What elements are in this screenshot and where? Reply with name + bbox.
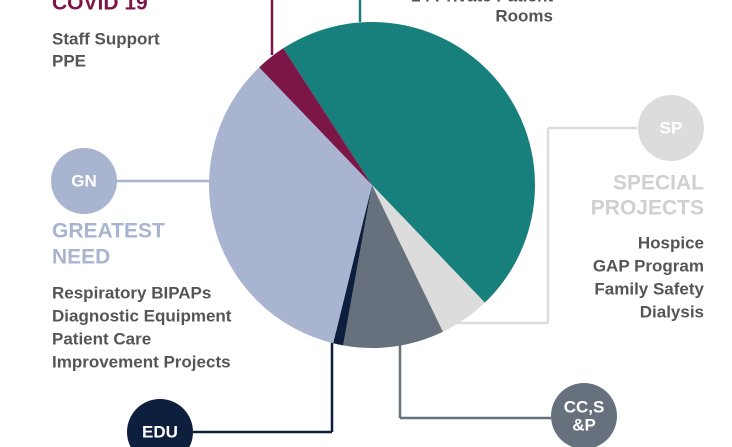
group-title: PROJECTS	[591, 197, 704, 220]
group-title: COVID 19	[52, 0, 148, 15]
badge	[51, 148, 117, 214]
badge	[551, 383, 617, 447]
group-item: Diagnostic Equipment	[52, 306, 232, 325]
group-item: Staff Support	[52, 29, 160, 48]
badge-label: GN	[71, 171, 97, 190]
group-title: NEED	[52, 246, 110, 269]
group-item: Hospice	[638, 233, 704, 252]
badge-label: EDU	[142, 422, 178, 441]
group-title: GREATEST	[52, 220, 165, 243]
pie-slice	[259, 48, 372, 186]
group-item: Respiratory BIPAPs	[52, 283, 211, 302]
group-item: 24 Private Patient	[411, 0, 553, 5]
group-item: GAP Program	[593, 256, 704, 275]
pie-slice	[208, 67, 372, 344]
group-item: Dialysis	[640, 302, 704, 321]
group-item: Family Safety	[594, 279, 704, 298]
group-item: Patient Care	[52, 329, 151, 348]
badge-label: CC,S	[564, 397, 605, 416]
pie-slice	[283, 22, 535, 303]
pie-slice	[372, 185, 485, 332]
badge	[638, 95, 704, 161]
badge-label: SP	[660, 118, 683, 137]
group-title: SPECIAL	[613, 172, 704, 195]
group-item: Improvement Projects	[52, 352, 231, 371]
badge-label: &P	[572, 415, 596, 434]
group-item: PPE	[52, 51, 86, 70]
pie-slice	[333, 185, 372, 346]
group-item: Rooms	[495, 6, 553, 25]
badge	[127, 399, 193, 447]
pie-slice	[343, 185, 443, 349]
